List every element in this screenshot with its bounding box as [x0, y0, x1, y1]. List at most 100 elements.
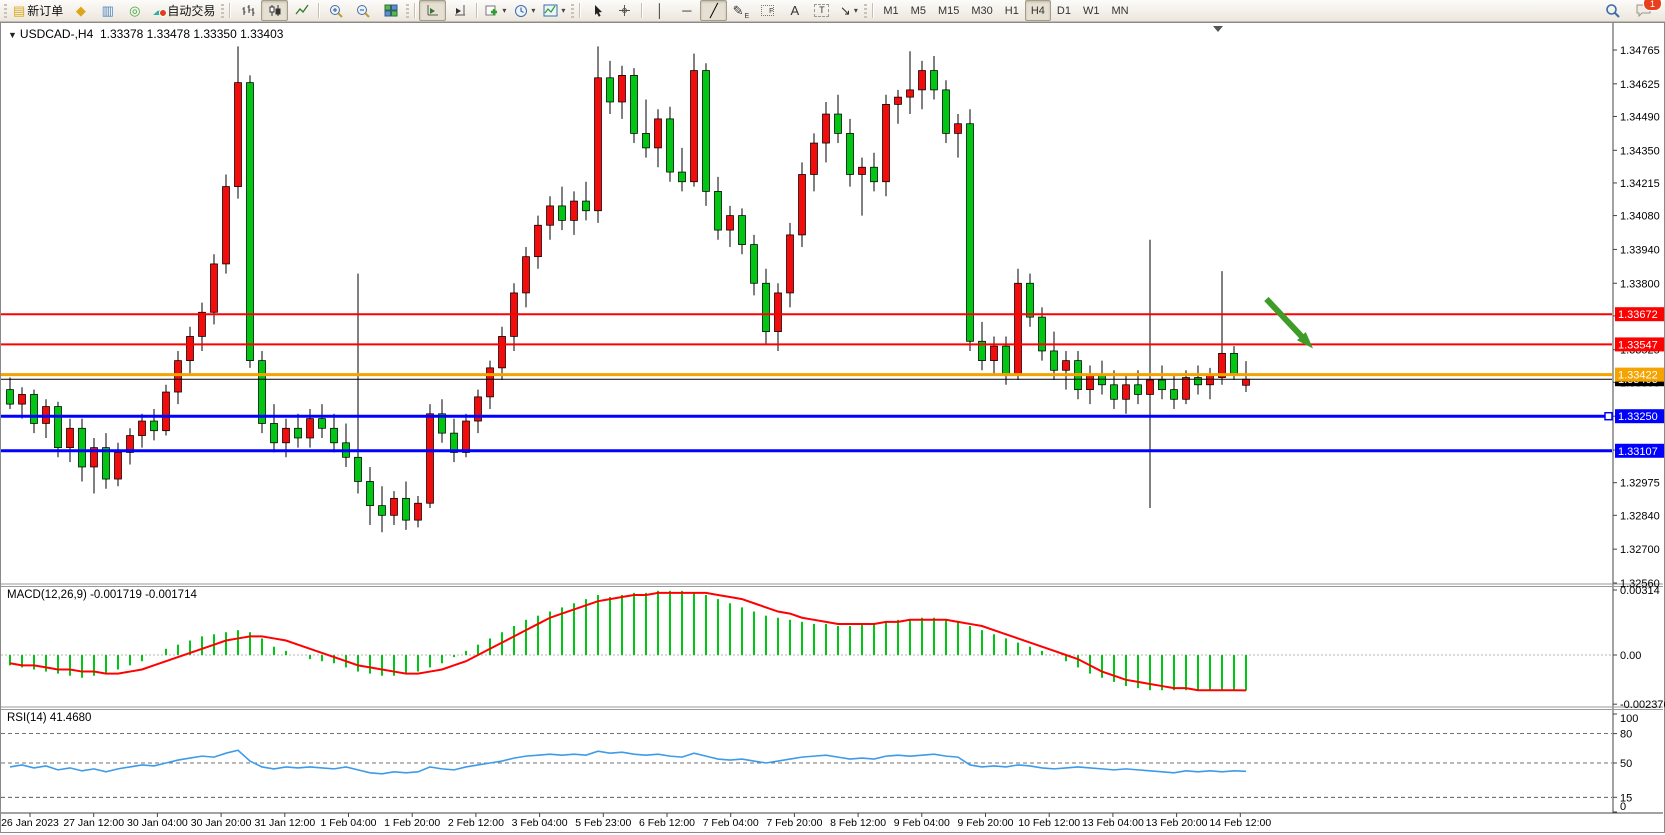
svg-text:1.34765: 1.34765: [1620, 45, 1660, 57]
timeframe-h1[interactable]: H1: [1004, 4, 1019, 17]
horizontal-lines: 1.336721.335471.334031.334221.332501.331…: [1, 307, 1664, 458]
svg-text:9 Feb 04:00: 9 Feb 04:00: [894, 817, 950, 829]
period-button[interactable]: ▾: [510, 0, 539, 21]
zoom-out-icon: [357, 4, 371, 18]
chart-symbol: USDCAD-,H4: [19, 27, 94, 41]
bar-chart-icon: [242, 5, 255, 16]
line-chart-button[interactable]: [288, 0, 315, 21]
candlestick-series: [6, 46, 1250, 533]
svg-text:-0.002376: -0.002376: [1620, 699, 1665, 711]
chart-shift-marker: [1213, 26, 1223, 32]
symbol-collapse-icon: ▼: [8, 30, 17, 40]
bar-chart-button[interactable]: [234, 0, 261, 21]
svg-text:31 Jan 12:00: 31 Jan 12:00: [254, 817, 315, 829]
toolbar-grip: [4, 3, 7, 18]
candlestick-chart-icon: [269, 5, 281, 16]
navigator-button[interactable]: ◎: [121, 0, 148, 21]
rsi-panel: 100 80 50 150: [1, 713, 1638, 813]
vertical-line-button[interactable]: │: [646, 0, 673, 21]
svg-text:1.34350: 1.34350: [1620, 145, 1660, 157]
search-button[interactable]: [1599, 0, 1626, 21]
crosshair-button[interactable]: [611, 0, 638, 21]
timeframe-h4[interactable]: H4: [1024, 0, 1051, 21]
svg-text:80: 80: [1620, 729, 1632, 741]
text-icon: A: [790, 3, 800, 18]
chart-ohlc: 1.33378 1.33478 1.33350 1.33403: [99, 27, 284, 41]
svg-text:8 Feb 12:00: 8 Feb 12:00: [830, 817, 886, 829]
autotrading-status-dot: [159, 9, 168, 17]
timeframe-w1[interactable]: W1: [1082, 4, 1100, 17]
svg-text:50: 50: [1620, 758, 1632, 770]
svg-text:9 Feb 20:00: 9 Feb 20:00: [957, 817, 1013, 829]
chart-shift-button[interactable]: [446, 0, 473, 21]
zoom-out-button[interactable]: [350, 0, 377, 21]
svg-text:100: 100: [1620, 713, 1638, 725]
new-order-icon: ▤: [13, 3, 26, 18]
toolbar-separator: [414, 3, 417, 18]
clock-icon: [515, 4, 528, 17]
svg-text:1.33940: 1.33940: [1620, 244, 1660, 256]
equidistant-channel-button[interactable]: ✎ E: [727, 0, 754, 21]
line-chart-icon: [295, 4, 309, 15]
data-window-icon: ▥: [101, 3, 114, 18]
svg-text:26 Jan 2023: 26 Jan 2023: [1, 817, 59, 829]
svg-text:13 Feb 04:00: 13 Feb 04:00: [1082, 817, 1144, 829]
svg-text:1.33107: 1.33107: [1618, 446, 1658, 458]
svg-text:0.00314: 0.00314: [1620, 585, 1660, 597]
svg-text:6 Feb 12:00: 6 Feb 12:00: [639, 817, 695, 829]
rsi-indicator-label: RSI(14) 41.4680: [7, 712, 92, 724]
market-watch-icon: ◆: [75, 3, 86, 18]
data-window-button[interactable]: ▥: [94, 0, 121, 21]
auto-scroll-button[interactable]: [419, 0, 447, 21]
chart-title[interactable]: ▼ USDCAD-,H4 1.33378 1.33478 1.33350 1.33…: [8, 27, 283, 41]
zoom-in-button[interactable]: [323, 0, 350, 21]
timeframe-m5[interactable]: M5: [910, 4, 926, 17]
dropdown-caret: ▾: [531, 6, 536, 15]
svg-text:2 Feb 12:00: 2 Feb 12:00: [448, 817, 504, 829]
svg-text:15: 15: [1620, 792, 1632, 804]
svg-text:1.34625: 1.34625: [1620, 79, 1660, 91]
template-button[interactable]: ▾: [539, 0, 569, 21]
notifications-button[interactable]: 1: [1630, 0, 1662, 21]
timeframe-m30[interactable]: M30: [971, 4, 993, 17]
candlestick-chart-button[interactable]: [261, 0, 289, 21]
timeframe-mn[interactable]: MN: [1111, 4, 1129, 17]
svg-text:5 Feb 23:00: 5 Feb 23:00: [575, 817, 631, 829]
text-label-icon: T: [814, 4, 830, 17]
auto-scroll-icon: [427, 5, 438, 16]
autotrading-button[interactable]: ☁ 自动交易: [148, 0, 219, 21]
horizontal-line-button[interactable]: ─: [673, 0, 700, 21]
timeframe-m1[interactable]: M1: [883, 4, 899, 17]
toolbar-grip: [406, 3, 410, 18]
text-button[interactable]: A: [781, 0, 808, 21]
tile-windows-icon: [384, 4, 398, 17]
main-toolbar: ▤ 新订单 ◆ ▥ ◎ ☁ 自动交易: [0, 0, 1665, 22]
arrows-button[interactable]: ↘ ▾: [835, 0, 862, 21]
svg-text:1.34490: 1.34490: [1620, 111, 1660, 123]
svg-text:1.33672: 1.33672: [1618, 309, 1658, 321]
timeframe-m15[interactable]: M15: [937, 4, 960, 17]
vertical-line-icon: │: [655, 3, 664, 18]
text-label-button[interactable]: T: [808, 0, 835, 21]
trend-arrow: [1264, 296, 1314, 349]
new-chart-button[interactable]: ▾: [481, 0, 510, 21]
toolbar-separator: [579, 3, 582, 18]
svg-text:1 Feb 04:00: 1 Feb 04:00: [320, 817, 376, 829]
timeframe-d1[interactable]: D1: [1056, 4, 1071, 17]
tile-windows-button[interactable]: [377, 0, 404, 21]
svg-text:1.34080: 1.34080: [1620, 211, 1660, 223]
cursor-button[interactable]: [584, 0, 611, 21]
line-drag-handle[interactable]: [1604, 411, 1613, 421]
svg-text:0.00: 0.00: [1620, 650, 1641, 662]
toolbar-separator: [229, 3, 232, 18]
toolbar-grip: [571, 3, 575, 18]
svg-text:27 Jan 12:00: 27 Jan 12:00: [63, 817, 124, 829]
horizontal-line-icon: ─: [682, 3, 692, 18]
trendline-button[interactable]: ╱: [700, 0, 728, 21]
fibonacci-button[interactable]: F: [754, 0, 781, 21]
new-order-button[interactable]: ▤ 新订单: [9, 0, 67, 21]
equidistant-channel-icon: ✎: [732, 2, 744, 18]
market-watch-button[interactable]: ◆: [67, 0, 94, 21]
